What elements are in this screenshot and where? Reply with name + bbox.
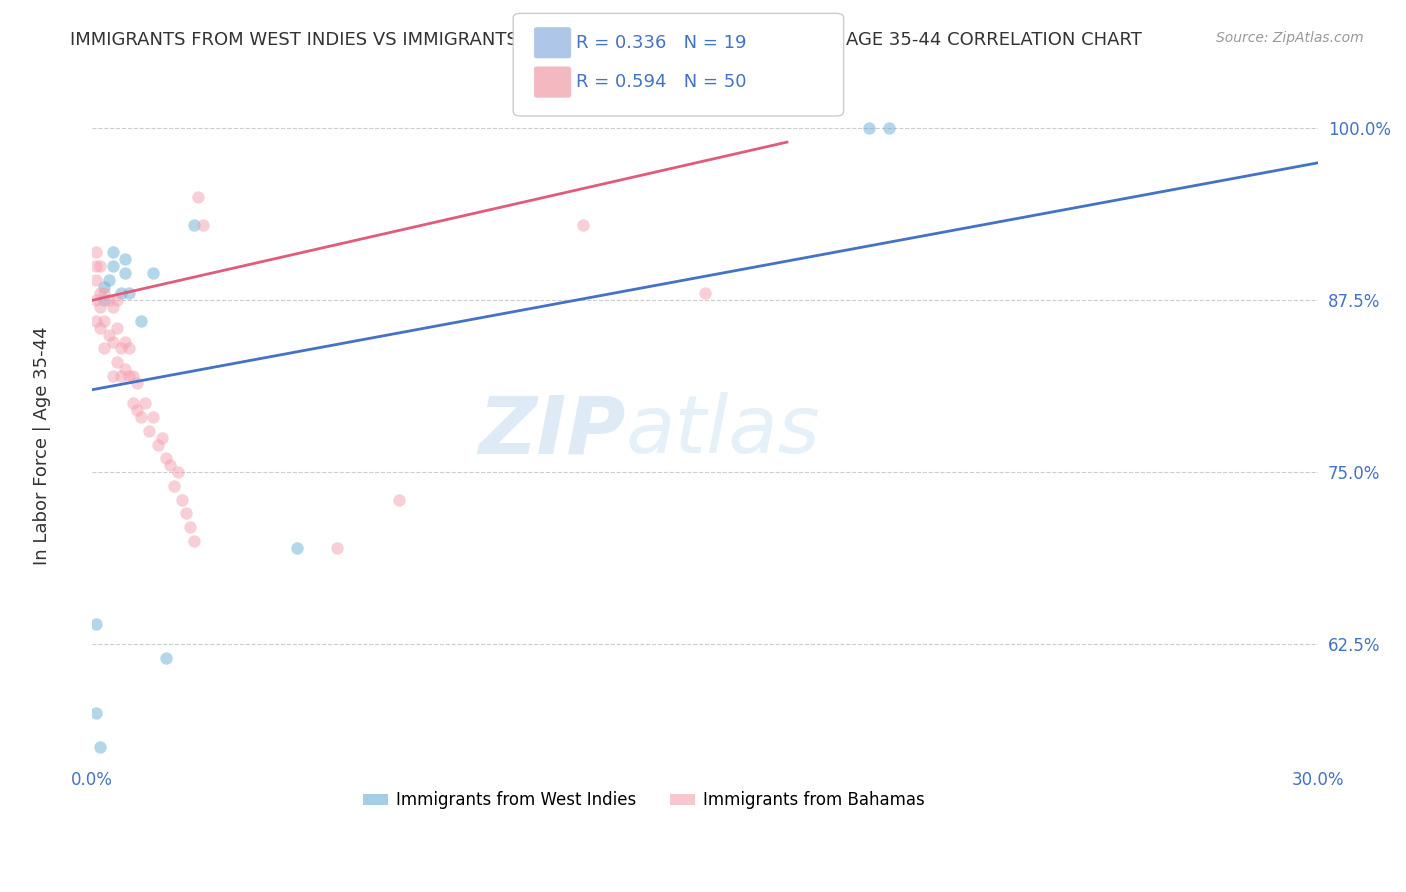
Point (118, 368, 141, 383)
Point (114, 362, 136, 376)
Point (695, 286, 717, 301)
Point (129, 314, 152, 328)
Point (84, 314, 107, 328)
Point (138, 424, 160, 438)
Point (89, 300, 111, 314)
Point (127, 403, 149, 417)
Point (118, 286, 141, 301)
Point (93, 279, 115, 293)
Point (122, 396, 145, 410)
Text: R = 0.336   N = 19: R = 0.336 N = 19 (576, 34, 747, 52)
Point (174, 507, 197, 521)
Point (183, 218, 205, 232)
Point (159, 458, 181, 473)
Point (89, 259, 111, 273)
Point (105, 355, 128, 369)
Point (114, 252, 136, 266)
Text: In Labor Force | Age 35-44: In Labor Force | Age 35-44 (34, 326, 51, 566)
Point (858, 121, 880, 136)
Point (155, 451, 177, 466)
Point (101, 245, 124, 260)
Point (179, 520, 201, 534)
Point (84, 259, 107, 273)
Text: IMMIGRANTS FROM WEST INDIES VS IMMIGRANTS FROM BAHAMAS IN LABOR FORCE | AGE 35-4: IMMIGRANTS FROM WEST INDIES VS IMMIGRANT… (70, 31, 1142, 49)
Point (191, 218, 214, 232)
Point (84, 245, 107, 260)
Point (142, 266, 165, 280)
Point (93, 342, 115, 356)
Point (571, 218, 593, 232)
Text: atlas: atlas (626, 392, 820, 470)
Point (101, 300, 124, 314)
Text: R = 0.594   N = 50: R = 0.594 N = 50 (576, 73, 747, 91)
Point (89, 286, 111, 301)
Point (84, 273, 107, 287)
Point (84, 616, 107, 631)
Point (172, 492, 194, 507)
Point (285, 541, 308, 555)
Text: ZIP: ZIP (478, 392, 626, 470)
Point (105, 321, 128, 335)
Point (89, 740, 111, 755)
Point (129, 410, 152, 425)
Point (93, 314, 115, 328)
Point (114, 266, 136, 280)
Point (388, 492, 411, 507)
Point (84, 706, 107, 720)
Legend: Immigrants from West Indies, Immigrants from Bahamas: Immigrants from West Indies, Immigrants … (356, 785, 932, 816)
Point (101, 259, 124, 273)
Point (155, 651, 177, 665)
Point (97, 273, 120, 287)
Point (127, 376, 149, 390)
Point (326, 541, 349, 555)
Point (122, 368, 145, 383)
Point (142, 410, 165, 425)
Point (146, 438, 169, 452)
Point (101, 334, 124, 349)
Point (110, 342, 132, 356)
Point (167, 465, 190, 479)
Point (183, 534, 205, 549)
Point (118, 342, 141, 356)
Point (187, 190, 209, 204)
Point (105, 293, 128, 308)
Point (114, 334, 136, 349)
Point (101, 368, 124, 383)
Point (134, 396, 156, 410)
Point (110, 368, 132, 383)
Point (877, 121, 900, 136)
Point (84, 293, 107, 308)
Point (93, 293, 115, 308)
Point (110, 286, 132, 301)
Point (150, 431, 173, 445)
Point (93, 286, 115, 301)
Point (97, 327, 120, 342)
Text: Source: ZipAtlas.com: Source: ZipAtlas.com (1216, 31, 1364, 45)
Point (97, 293, 120, 308)
Point (163, 479, 186, 493)
Point (89, 321, 111, 335)
